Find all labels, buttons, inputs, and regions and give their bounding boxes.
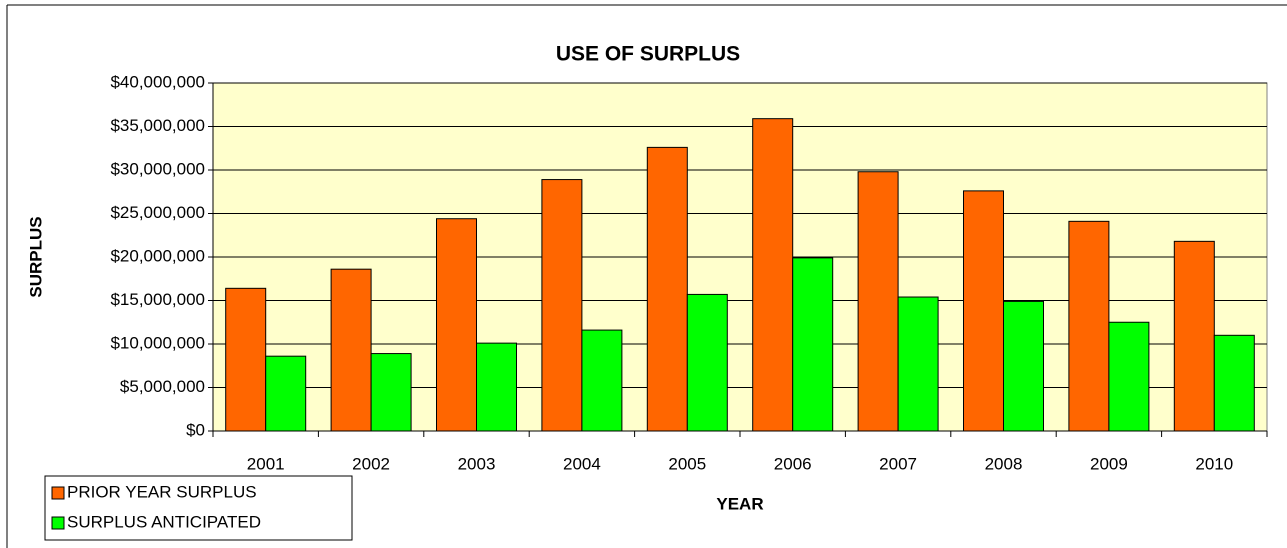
x-axis-label: YEAR <box>716 494 763 513</box>
y-tick-label: $35,000,000 <box>110 116 205 135</box>
x-tick-label: 2007 <box>879 454 917 473</box>
y-tick-label: $20,000,000 <box>110 246 205 265</box>
y-tick-label: $0 <box>186 420 205 439</box>
x-tick-label: 2004 <box>563 454 601 473</box>
bar <box>476 342 517 432</box>
legend-label: SURPLUS ANTICIPATED <box>67 512 261 531</box>
y-tick-label: $5,000,000 <box>120 377 205 396</box>
y-tick-label: $15,000,000 <box>110 290 205 309</box>
chart-title: USE OF SURPLUS <box>556 43 740 66</box>
x-tick-label: 2008 <box>985 454 1023 473</box>
bar <box>857 171 899 432</box>
bar <box>265 355 307 432</box>
y-tick-label: $10,000,000 <box>110 333 205 352</box>
x-tick-label: 2003 <box>458 454 496 473</box>
legend <box>44 475 353 541</box>
bar <box>1213 334 1255 432</box>
bar <box>1068 220 1110 432</box>
y-tick-label: $40,000,000 <box>110 72 205 91</box>
bar <box>1108 321 1150 432</box>
bar <box>370 353 412 432</box>
bar <box>436 218 477 432</box>
bar <box>792 257 834 432</box>
bar <box>581 329 623 432</box>
bar <box>646 146 688 432</box>
x-tick-label: 2002 <box>352 454 390 473</box>
y-tick-label: $30,000,000 <box>110 159 205 178</box>
bar <box>330 268 372 432</box>
bar <box>1003 300 1044 432</box>
x-tick-label: 2010 <box>1195 454 1233 473</box>
bar <box>686 293 728 432</box>
legend-swatch <box>51 486 65 500</box>
bar <box>897 296 939 432</box>
y-tick-label: $25,000,000 <box>110 203 205 222</box>
y-axis-label: SURPLUS <box>26 216 45 297</box>
x-tick-label: 2001 <box>247 454 285 473</box>
x-tick-label: 2006 <box>774 454 812 473</box>
bar <box>541 179 583 432</box>
bar <box>1173 240 1215 432</box>
bar <box>225 287 267 432</box>
x-tick-label: 2009 <box>1090 454 1128 473</box>
bar <box>752 118 794 432</box>
legend-swatch <box>51 516 65 530</box>
x-tick-label: 2005 <box>668 454 706 473</box>
bar <box>963 190 1004 432</box>
legend-label: PRIOR YEAR SURPLUS <box>67 482 257 501</box>
